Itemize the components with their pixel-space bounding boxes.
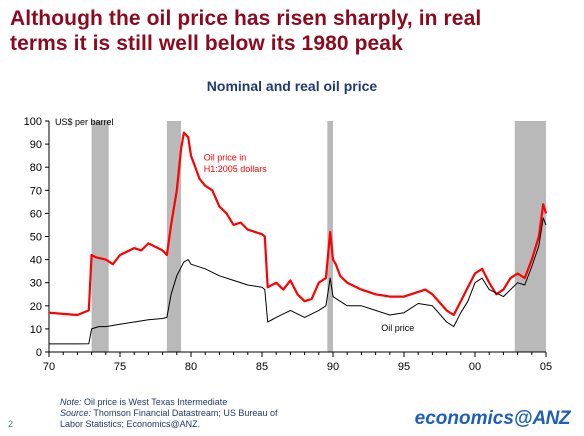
x-tick-label: 80: [185, 361, 197, 373]
y-tick-label: 20: [30, 301, 42, 313]
note-label: Note:: [60, 397, 82, 407]
shaded-period: [514, 121, 546, 352]
y-tick-label: 60: [30, 208, 42, 220]
x-tick-label: 05: [540, 361, 552, 373]
chart-series: [48, 131, 548, 345]
source-line: Source: Thomson Financial Datastream; US…: [60, 408, 390, 419]
y-axis-label: US$ per barrel: [55, 117, 114, 127]
y-tick-label: 30: [30, 278, 42, 290]
x-tick-label: 90: [327, 361, 339, 373]
x-tick-label: 75: [114, 361, 126, 373]
brand-mark: ANZ: [532, 408, 570, 429]
y-tick-label: 10: [30, 324, 42, 336]
real-oil-price-line: [48, 131, 548, 317]
x-tick-label: 95: [398, 361, 410, 373]
y-tick-label: 50: [30, 232, 42, 244]
source-line-2: Labor Statistics; Economics@ANZ.: [60, 419, 201, 429]
x-tick-label: 70: [43, 361, 55, 373]
y-tick-label: 80: [30, 162, 42, 174]
chart-labels: US$ per barrel Oil price in H1:2005 dollar…: [55, 117, 414, 333]
headline: Although the oil price has risen sharply…: [10, 6, 580, 56]
y-tick-label: 100: [24, 116, 42, 128]
note-line: Note: Oil price is West Texas Intermedia…: [60, 397, 390, 408]
chart-axes: 0 10 20 30 40 50 60 70 80 90 100 70 75 80 85 90 95 00 05: [24, 116, 552, 373]
shaded-period: [91, 121, 109, 352]
real-price-annotation-line-2: H1:2005 dollars: [204, 164, 268, 174]
brand-text: economics@: [414, 408, 533, 429]
brand-logo: economics@ANZ: [414, 408, 571, 430]
x-tick-label: 00: [469, 361, 481, 373]
chart-notes: Note: Oil price is West Texas Intermedia…: [60, 397, 390, 430]
y-tick-label: 90: [30, 139, 42, 151]
page-number: 2: [8, 419, 14, 429]
note-text: Oil price is West Texas Intermediate: [81, 397, 228, 407]
source-label: Source:: [60, 408, 92, 418]
nominal-price-annotation: Oil price: [381, 323, 414, 333]
x-tick-label: 85: [256, 361, 268, 373]
headline-line-2: terms it is still well below its 1980 pe…: [10, 32, 403, 55]
chart-title: Nominal and real oil price: [206, 78, 378, 94]
y-tick-label: 0: [36, 347, 42, 359]
y-tick-label: 40: [30, 255, 42, 267]
real-price-annotation-line-1: Oil price in: [204, 152, 247, 162]
headline-line-1: Although the oil price has risen sharply…: [10, 7, 482, 30]
recession-shading: [91, 121, 546, 352]
nominal-oil-price-line: [49, 217, 547, 345]
y-tick-label: 70: [30, 185, 42, 197]
source-text: Thomson Financial Datastream; US Bureau …: [91, 408, 278, 418]
